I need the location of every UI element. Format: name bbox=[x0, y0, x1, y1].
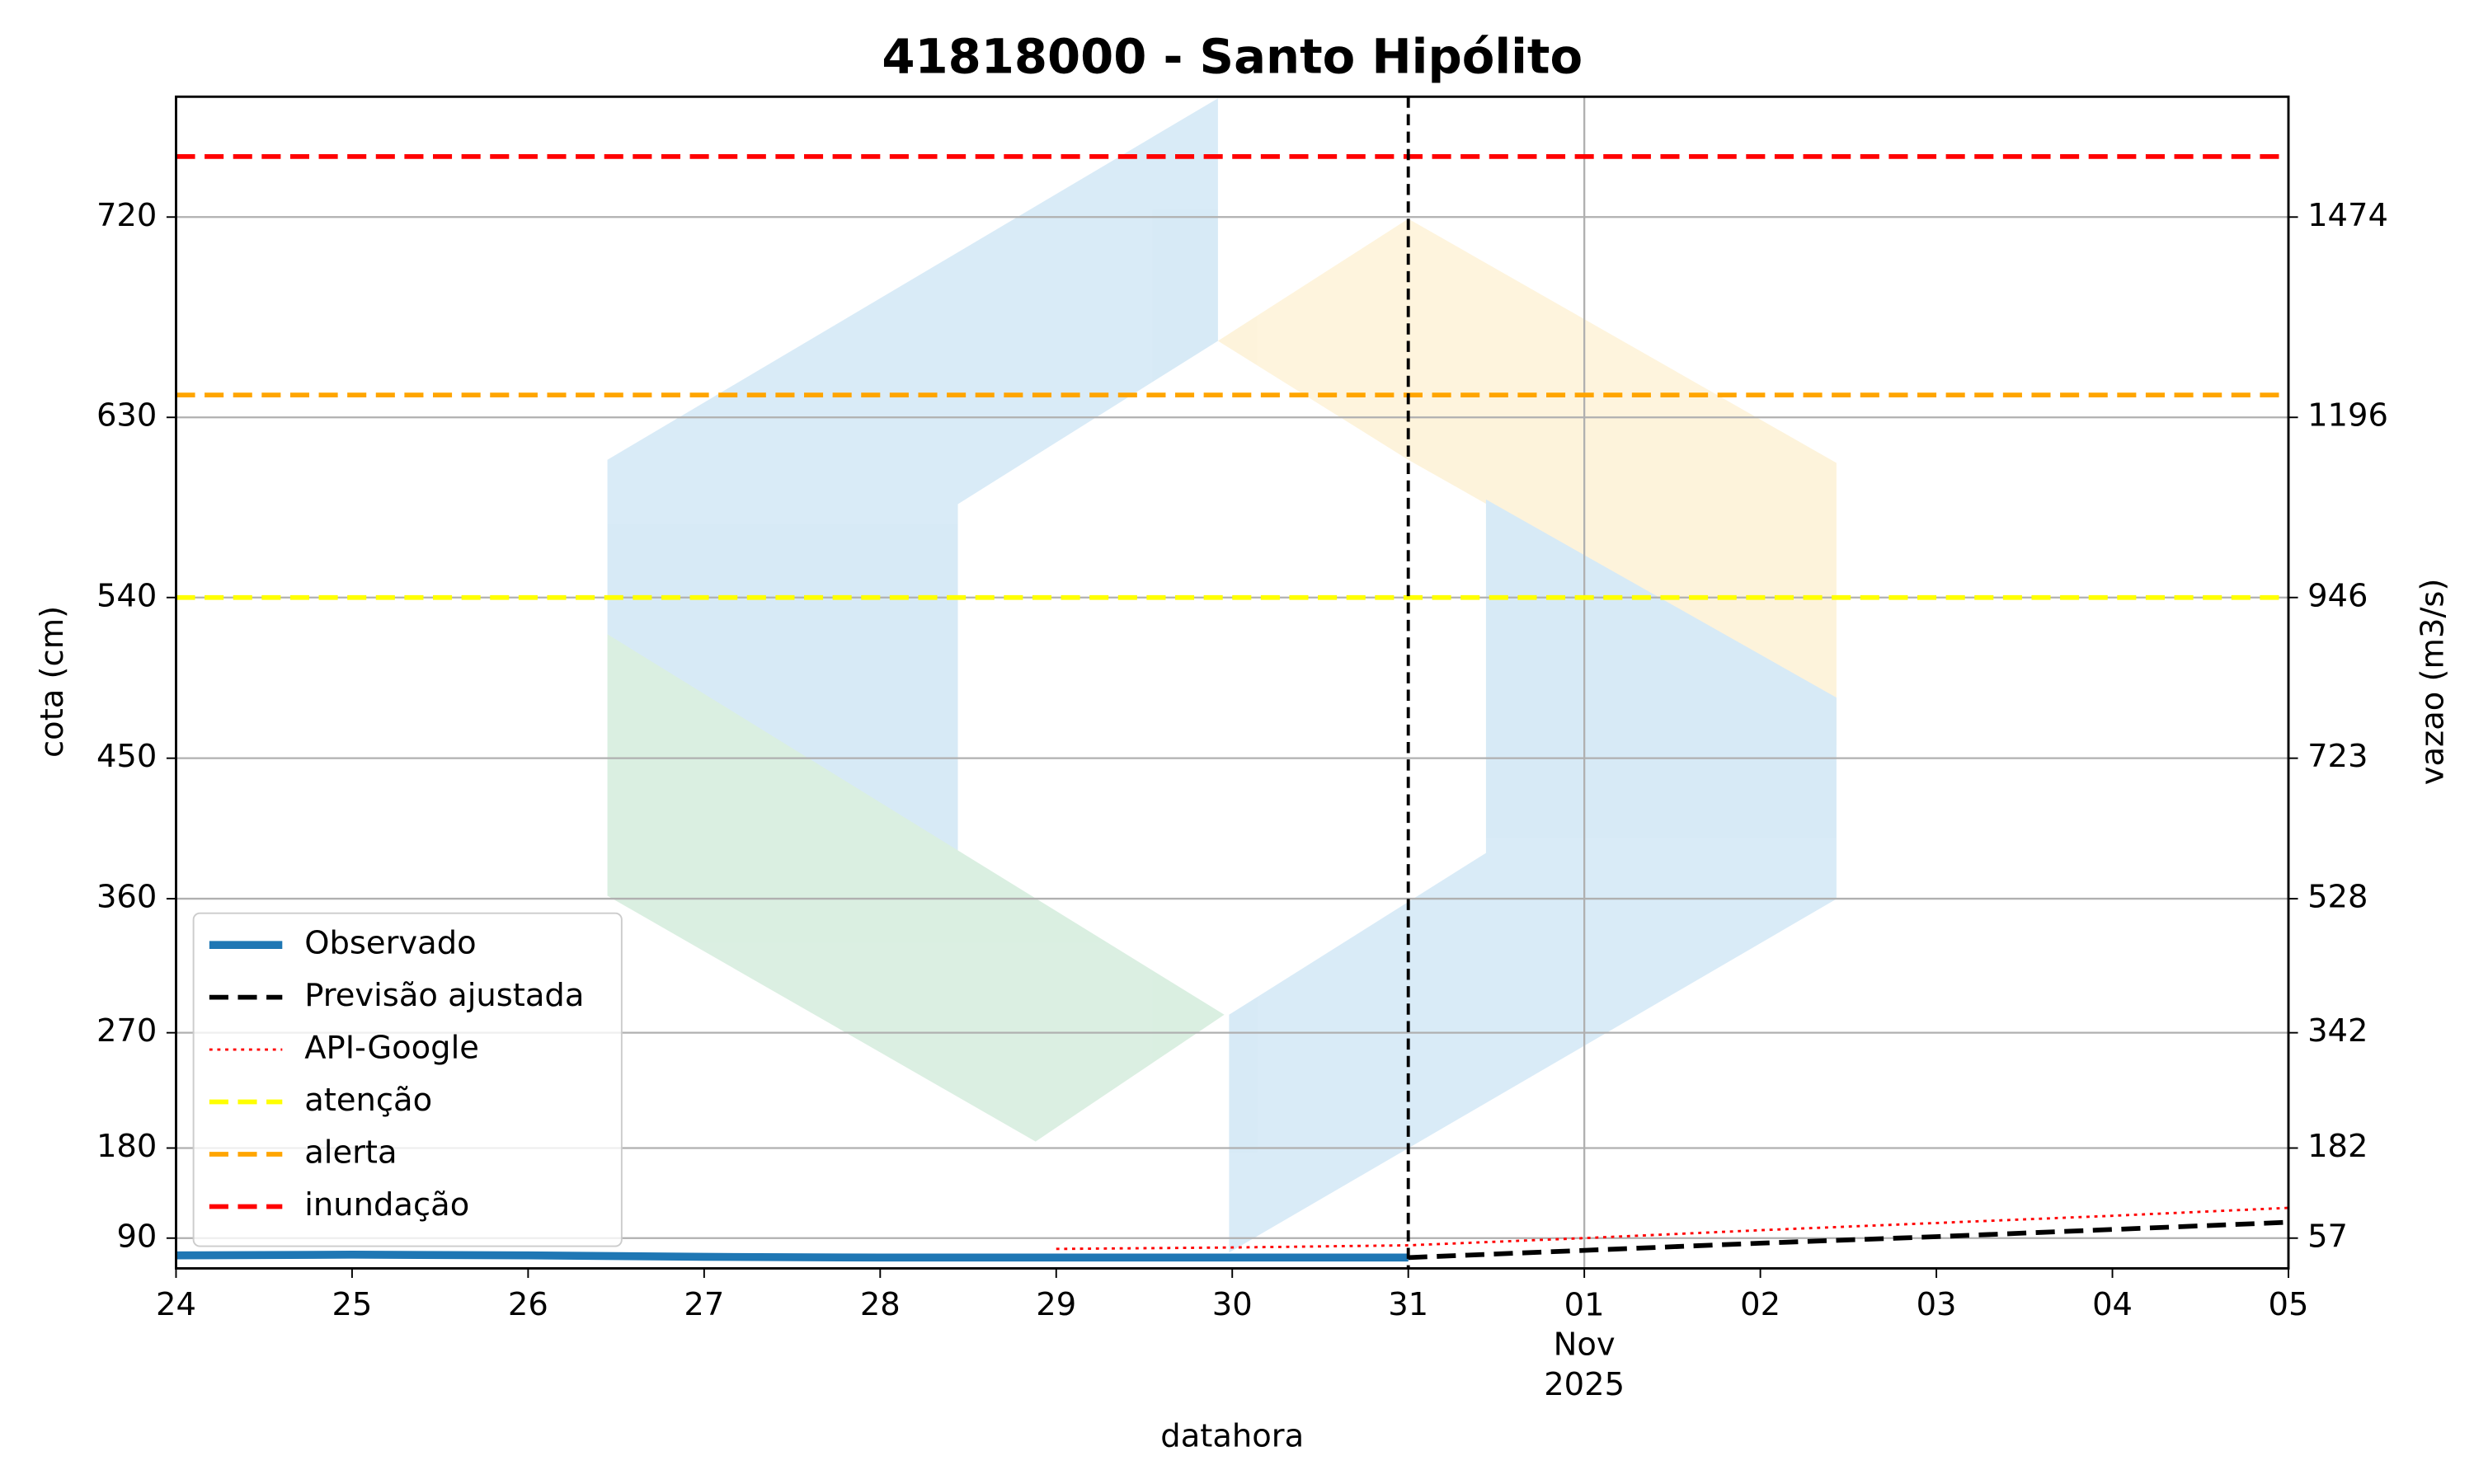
x-axis-label: datahora bbox=[1160, 1418, 1304, 1455]
x-tick-label: 04 bbox=[2092, 1286, 2133, 1323]
legend-box bbox=[192, 912, 623, 1247]
x-tick-label: 25 bbox=[332, 1286, 372, 1323]
y-tick-label: 450 bbox=[96, 738, 157, 775]
legend-label: Observado bbox=[304, 925, 476, 962]
x-tick-label: 24 bbox=[156, 1286, 196, 1323]
y2-tick-label: 1474 bbox=[2307, 197, 2388, 234]
y-tick-label: 180 bbox=[96, 1128, 157, 1165]
y2-tick-label: 342 bbox=[2307, 1012, 2368, 1050]
x-tick-label: 03 bbox=[1917, 1286, 1957, 1323]
series-line bbox=[1408, 1219, 2289, 1261]
y-axis-label: cota (cm) bbox=[34, 606, 71, 758]
y-tick-label: 90 bbox=[116, 1218, 157, 1255]
chart-title: 41818000 - Santo Hipólito bbox=[882, 29, 1583, 85]
y-tick-label: 720 bbox=[96, 197, 157, 234]
y-tick-label: 630 bbox=[96, 397, 157, 434]
legend-label: API-Google bbox=[304, 1030, 479, 1067]
legend-label: Previsão ajustada bbox=[304, 977, 584, 1014]
x-tick-label: 26 bbox=[508, 1286, 548, 1323]
y2-tick-label: 1196 bbox=[2307, 397, 2388, 434]
legend-label: inundação bbox=[304, 1186, 469, 1223]
series-line bbox=[176, 1251, 1409, 1262]
legend-label: alerta bbox=[304, 1134, 397, 1172]
x-tick-label: 31 bbox=[1388, 1286, 1428, 1323]
y2-tick-label: 946 bbox=[2307, 577, 2368, 614]
legend-label: atenção bbox=[304, 1082, 432, 1119]
y2-tick-label: 528 bbox=[2307, 879, 2368, 916]
y2-tick-label: 57 bbox=[2307, 1218, 2348, 1255]
x-tick-label: 28 bbox=[860, 1286, 901, 1323]
watermark bbox=[607, 98, 1837, 1253]
y2-tick-label: 723 bbox=[2307, 738, 2368, 775]
x-tick-label: 02 bbox=[1740, 1286, 1780, 1323]
y-tick-label: 270 bbox=[96, 1012, 157, 1050]
x-tick-label: 27 bbox=[684, 1286, 724, 1323]
y-tick-label: 540 bbox=[96, 577, 157, 614]
x-tick-label: 01 Nov 2025 bbox=[1544, 1286, 1625, 1402]
y2-axis-label: vazao (m3/s) bbox=[2414, 579, 2451, 786]
x-tick-label: 30 bbox=[1212, 1286, 1253, 1323]
x-tick-label: 05 bbox=[2269, 1286, 2309, 1323]
x-tick-label: 29 bbox=[1036, 1286, 1076, 1323]
plot-frame bbox=[175, 95, 2290, 1270]
y2-tick-label: 182 bbox=[2307, 1128, 2368, 1165]
y-tick-label: 360 bbox=[96, 879, 157, 916]
